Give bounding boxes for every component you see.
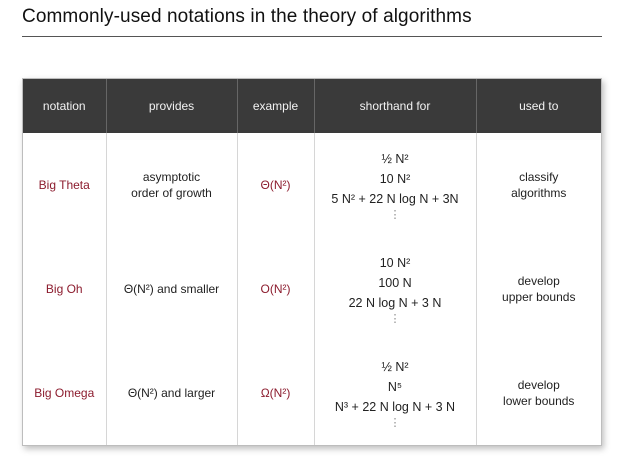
shorthand-line: 22 N log N + 3 N xyxy=(348,296,442,310)
header-example: example xyxy=(237,79,315,133)
table-row: Big Oh Θ(N²) and smaller O(N²) 10 N² 100… xyxy=(23,237,601,341)
used-to-cell: classify algorithms xyxy=(476,133,601,237)
table-row: Big Omega Θ(N²) and larger Ω(N²) ½ N² N⁵… xyxy=(23,341,601,445)
used-to-line: upper bounds xyxy=(502,290,576,304)
shorthand-cell: ½ N² N⁵ N³ + 22 N log N + 3 N ⋮ xyxy=(314,341,477,445)
shorthand-line: 5 N² + 22 N log N + 3N xyxy=(331,192,459,206)
ellipsis: ⋮ xyxy=(389,313,401,325)
example-cell: Ω(N²) xyxy=(237,341,315,445)
notation-cell: Big Oh xyxy=(23,237,107,341)
notation-cell: Big Theta xyxy=(23,133,107,237)
header-shorthand: shorthand for xyxy=(314,79,477,133)
provides-line: asymptotic xyxy=(142,170,201,184)
used-to-line: algorithms xyxy=(511,186,567,200)
example-cell: Θ(N²) xyxy=(237,133,315,237)
provides-cell: asymptotic order of growth xyxy=(106,133,238,237)
notation-table: notation provides example shorthand for … xyxy=(22,78,602,446)
title-divider xyxy=(22,36,602,37)
used-to-line: develop xyxy=(517,274,560,288)
shorthand-line: 10 N² xyxy=(379,256,411,270)
notation-cell: Big Omega xyxy=(23,341,107,445)
used-to-line: classify xyxy=(519,170,559,184)
ellipsis: ⋮ xyxy=(389,209,401,221)
provides-cell: Θ(N²) and smaller xyxy=(106,237,238,341)
ellipsis: ⋮ xyxy=(389,417,401,429)
used-to-line: lower bounds xyxy=(503,394,575,408)
used-to-cell: develop lower bounds xyxy=(476,341,601,445)
slide-title: Commonly-used notations in the theory of… xyxy=(22,6,472,27)
header-notation: notation xyxy=(23,79,107,133)
table-row: Big Theta asymptotic order of growth Θ(N… xyxy=(23,133,601,237)
provides-line: order of growth xyxy=(131,186,212,200)
provides-line: Θ(N²) and smaller xyxy=(123,282,220,296)
shorthand-line: ½ N² xyxy=(381,360,409,374)
example-cell: O(N²) xyxy=(237,237,315,341)
shorthand-line: 10 N² xyxy=(379,172,411,186)
shorthand-line: ½ N² xyxy=(381,152,409,166)
header-provides: provides xyxy=(106,79,238,133)
provides-cell: Θ(N²) and larger xyxy=(106,341,238,445)
table-header-row: notation provides example shorthand for … xyxy=(23,79,601,133)
header-used-to: used to xyxy=(476,79,601,133)
shorthand-line: N⁵ xyxy=(387,380,403,394)
shorthand-line: N³ + 22 N log N + 3 N xyxy=(334,400,456,414)
used-to-line: develop xyxy=(517,378,560,392)
shorthand-cell: 10 N² 100 N 22 N log N + 3 N ⋮ xyxy=(314,237,477,341)
provides-line: Θ(N²) and larger xyxy=(127,386,216,400)
shorthand-line: 100 N xyxy=(378,276,412,290)
used-to-cell: develop upper bounds xyxy=(476,237,601,341)
shorthand-cell: ½ N² 10 N² 5 N² + 22 N log N + 3N ⋮ xyxy=(314,133,477,237)
